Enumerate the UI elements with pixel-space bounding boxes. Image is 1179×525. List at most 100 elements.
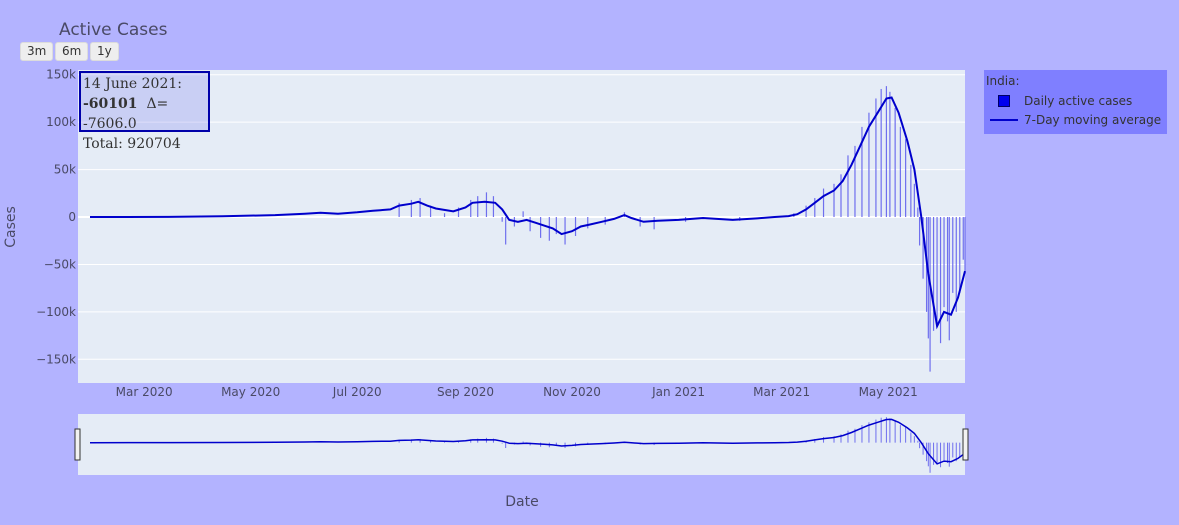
range-slider[interactable] [78,414,965,475]
daily-bar [918,217,921,246]
daily-bar [398,202,400,218]
mini-bar [492,438,494,443]
daily-bar [917,207,919,218]
daily-bar [587,217,589,229]
chart-title: Active Cases [59,20,168,40]
mini-bar [952,442,954,458]
x-tick-label: Jan 2021 [651,385,705,399]
daily-bar [943,217,945,308]
daily-bar [929,217,931,372]
x-axis-ticks: Mar 2020 May 2020 Jul 2020 Sep 2020 Nov 2020… [116,385,918,399]
mini-bar [861,425,863,443]
daily-bars [398,86,966,372]
range-slider-left-handle[interactable] [74,428,81,461]
legend-item-moving-average[interactable]: 7-Day moving average [984,112,1167,130]
daily-bar [805,205,807,218]
legend-item-daily-active-cases[interactable]: Daily active cases [984,93,1167,111]
mini-bar [936,442,938,464]
bar-swatch-icon [998,95,1010,107]
daily-bar [477,196,479,218]
mini-bar [419,438,421,443]
mini-bar [875,419,877,443]
mini-bar [840,434,842,443]
range-1y-button[interactable]: 1y [90,42,119,61]
daily-bar [522,211,524,218]
mini-bar [889,418,891,443]
daily-bar [443,213,446,218]
daily-bar [948,217,950,341]
mini-bar [847,430,849,443]
daily-bar [847,155,849,218]
daily-bar [822,188,825,218]
daily-bar [955,217,957,312]
mini-bar [899,425,901,443]
daily-bar [470,199,472,218]
mini-bar [959,442,961,458]
mini-bar [940,442,942,468]
mini-bar [470,439,472,443]
daily-bar [939,217,942,344]
x-axis-title: Date [505,494,538,510]
daily-bar [875,98,877,218]
mini-bar [919,442,921,449]
annotation-delta: Δ= -7606.0 [83,96,169,132]
daily-bar [946,217,949,322]
legend-label: 7-Day moving average [1024,113,1162,127]
daily-bar [868,112,870,218]
daily-bar [936,217,938,327]
range-3m-button[interactable]: 3m [20,42,54,61]
annotation-date: 14 June 2021: [83,76,182,92]
mini-bar [555,442,557,446]
mini-bar [880,417,882,443]
daily-bar [529,217,531,232]
daily-bar [913,183,915,218]
annotation-value-row: -60101 Δ= -7606.0 [83,94,206,134]
mini-bar [823,437,825,443]
daily-bar [653,217,655,230]
mini-bar [933,442,935,465]
daily-bar [833,183,835,218]
daily-bar [962,217,964,260]
daily-bar [889,91,891,218]
x-tick-label: Mar 2021 [753,385,810,399]
daily-bar [505,217,507,245]
daily-bar [457,207,460,218]
x-tick-label: May 2020 [221,385,280,399]
mini-bar [929,442,931,473]
daily-bar [564,217,566,245]
daily-bar [840,174,842,218]
mini-bar [505,442,507,449]
mini-bar [905,427,907,443]
line-swatch-icon [990,119,1018,121]
plot-area[interactable] [78,70,965,383]
daily-bar [899,126,901,218]
y-tick-label: 100k [46,115,76,129]
daily-bar [910,164,912,218]
y-axis-title: Cases [3,206,19,248]
daily-bar [932,217,935,331]
daily-bar [419,198,421,218]
daily-bar [959,217,961,293]
daily-bar [964,217,966,275]
daily-bar [922,217,924,279]
daily-bar [410,199,412,218]
y-tick-label: 150k [46,68,76,82]
mini-bar [913,436,915,443]
legend-label: Daily active cases [1024,94,1133,108]
daily-bar [548,217,550,241]
range-slider-right-handle[interactable] [962,428,969,461]
daily-bar [501,217,503,222]
y-tick-label: −100k [36,305,76,319]
x-tick-label: Mar 2020 [116,385,173,399]
mini-bar [477,438,479,443]
annotation-total: Total: 920704 [83,136,181,152]
mini-bar [910,432,912,443]
daily-bar [894,107,896,218]
moving-average-line [89,96,966,330]
mini-bar [410,439,412,443]
daily-bar [539,217,542,238]
daily-bar [574,217,577,236]
mini-bar [917,440,919,443]
range-6m-button[interactable]: 6m [55,42,89,61]
